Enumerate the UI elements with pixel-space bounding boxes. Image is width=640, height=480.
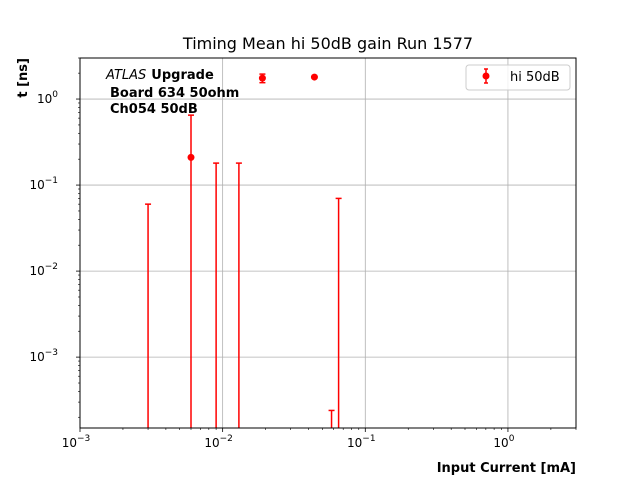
data-point	[310, 73, 318, 81]
x-tick-exponent: −2	[220, 434, 233, 444]
legend-label: hi 50dB	[510, 70, 560, 85]
upgrade-label: Upgrade	[151, 68, 214, 83]
x-tick-exponent: −3	[77, 434, 90, 444]
data-marks	[145, 73, 342, 428]
y-tick-exponent: −1	[45, 176, 58, 186]
data-point	[187, 153, 195, 161]
annotation-line-1: ATLAS Upgrade	[105, 68, 214, 83]
y-tick-exponent: −3	[45, 348, 58, 358]
data-point	[258, 74, 266, 82]
y-axis-label: t [ns]	[16, 58, 31, 98]
annotation-line-3: Ch054 50dB	[110, 102, 198, 117]
atlas-label: ATLAS	[105, 68, 146, 83]
x-axis-label: Input Current [mA]	[437, 461, 576, 476]
atlas-annotation: ATLAS Upgrade Board 634 50ohm Ch054 50dB	[105, 68, 239, 117]
legend-marker	[482, 72, 490, 80]
chart-title: Timing Mean hi 50dB gain Run 1577	[182, 34, 473, 53]
legend: hi 50dB	[465, 64, 571, 91]
annotation-line-2: Board 634 50ohm	[110, 86, 239, 101]
y-tick-exponent: 0	[52, 90, 58, 100]
x-tick-exponent: 0	[509, 434, 515, 444]
y-tick-exponent: −2	[45, 262, 58, 272]
plot-frame	[79, 57, 577, 429]
x-tick-exponent: −1	[362, 434, 375, 444]
legend-box	[465, 64, 571, 91]
